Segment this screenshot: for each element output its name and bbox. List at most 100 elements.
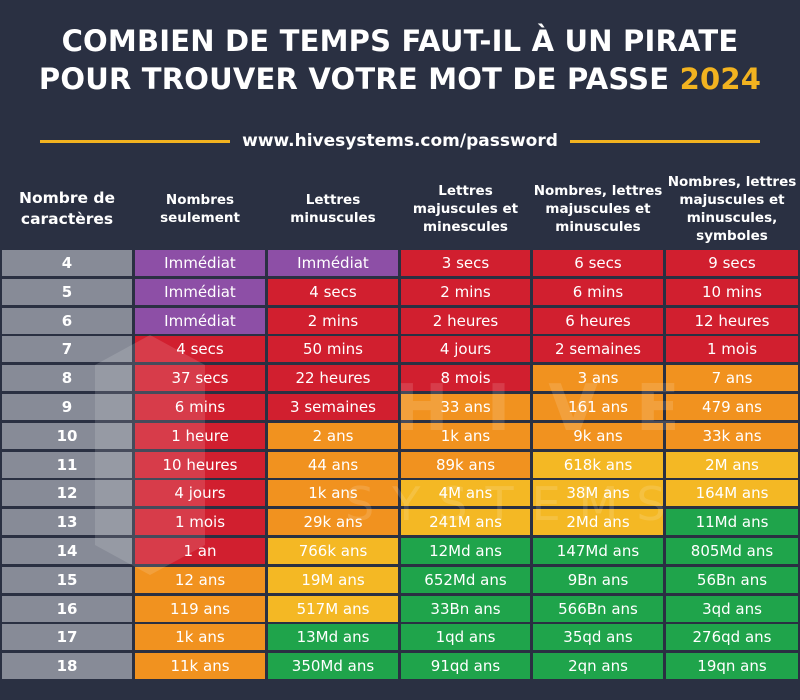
time-cell: 37 secs: [135, 365, 265, 392]
row-label: 5: [2, 278, 132, 305]
source-url: www.hivesystems.com/password: [242, 131, 558, 151]
column-header-5: Nombres, lettres majuscules et minuscules: [533, 170, 663, 248]
row-label: 17: [2, 624, 132, 651]
time-cell: 2 ans: [268, 422, 398, 449]
time-cell: 618k ans: [533, 451, 663, 478]
column-header-4: Lettres majuscules et minescules: [401, 170, 530, 248]
time-cell: 3 ans: [533, 365, 663, 392]
time-cell: 1k ans: [401, 422, 530, 449]
row-label: 7: [2, 336, 132, 363]
time-cell: 566Bn ans: [533, 595, 663, 622]
time-cell: 652Md ans: [401, 566, 530, 593]
time-cell: 33k ans: [666, 422, 798, 449]
column-header-line: minescules: [423, 219, 508, 235]
time-cell: 4 secs: [268, 278, 398, 305]
column-header-line: majuscules et: [679, 192, 785, 208]
column-header-text: Nombre de caractères: [19, 188, 115, 230]
time-cell: 33Bn ans: [401, 595, 530, 622]
row-label: 6: [2, 307, 132, 334]
title-line-2-text: POUR TROUVER VOTRE MOT DE PASSE: [38, 62, 670, 96]
time-cell: 19M ans: [268, 566, 398, 593]
column-header-6: Nombres, lettres majuscules et minuscules,…: [666, 170, 798, 248]
time-cell: Immédiat: [135, 250, 265, 276]
column-header-line: majuscules et: [545, 201, 651, 217]
divider-line-left: [40, 139, 231, 143]
time-cell: 2M ans: [666, 451, 798, 478]
column-header-line: Lettres: [438, 183, 493, 199]
column-header-1: Nombre de caractères: [2, 170, 132, 248]
column-header-line: minuscules: [290, 210, 376, 226]
time-cell: 12 ans: [135, 566, 265, 593]
time-cell: 1 mois: [666, 336, 798, 363]
time-cell: 479 ans: [666, 394, 798, 420]
divider-line-right: [569, 139, 761, 143]
time-cell: Immédiat: [268, 250, 398, 276]
row-label: 4: [2, 250, 132, 276]
row-label: 10: [2, 422, 132, 449]
column-header-line: Lettres: [305, 192, 361, 208]
time-cell: Immédiat: [135, 307, 265, 334]
time-cell: 7 ans: [666, 365, 798, 392]
time-cell: 12 heures: [666, 307, 798, 334]
column-header-line: symboles: [696, 228, 768, 244]
row-label: 9: [2, 394, 132, 420]
time-cell: 9k ans: [533, 422, 663, 449]
time-cell: 2Md ans: [533, 509, 663, 536]
time-cell: 13Md ans: [268, 624, 398, 651]
url-divider: www.hivesystems.com/password: [40, 128, 761, 154]
title-year: 2024: [679, 62, 762, 96]
column-header-text: Nombres, lettres majuscules et minuscules,…: [668, 173, 797, 245]
time-cell: 6 secs: [533, 250, 663, 276]
column-header-line: Nombre de: [18, 189, 116, 207]
time-cell: 241M ans: [401, 509, 530, 536]
time-cell: 1 an: [135, 538, 265, 564]
column-header-line: caractères: [20, 210, 114, 228]
time-cell: 276qd ans: [666, 624, 798, 651]
time-cell: 3 semaines: [268, 394, 398, 420]
title-line-2: POUR TROUVER VOTRE MOT DE PASSE 2024: [0, 60, 800, 98]
time-cell: 9 secs: [666, 250, 798, 276]
time-cell: 1 mois: [135, 509, 265, 536]
time-cell: 11k ans: [135, 653, 265, 680]
row-label: 8: [2, 365, 132, 392]
column-header-text: Lettres majuscules et minescules: [413, 182, 518, 236]
time-cell: 56Bn ans: [666, 566, 798, 593]
time-cell: 50 mins: [268, 336, 398, 363]
time-cell: 2 mins: [401, 278, 530, 305]
time-cell: 33 ans: [401, 394, 530, 420]
time-cell: 4 jours: [401, 336, 530, 363]
time-cell: 19qn ans: [666, 653, 798, 680]
row-label: 14: [2, 538, 132, 564]
column-header-line: Nombres: [165, 192, 235, 208]
time-cell: 6 mins: [533, 278, 663, 305]
time-cell: 29k ans: [268, 509, 398, 536]
column-header-3: Lettres minuscules: [268, 170, 398, 248]
column-header-line: minuscules: [555, 219, 641, 235]
column-header-line: minuscules,: [686, 210, 778, 226]
time-cell: 35qd ans: [533, 624, 663, 651]
time-cell: 147Md ans: [533, 538, 663, 564]
column-header-text: Lettres minuscules: [290, 191, 375, 227]
time-cell: 10 mins: [666, 278, 798, 305]
time-cell: 9Bn ans: [533, 566, 663, 593]
time-cell: 2qn ans: [533, 653, 663, 680]
time-cell: 4 secs: [135, 336, 265, 363]
time-cell: 91qd ans: [401, 653, 530, 680]
column-header-text: Nombres seulement: [160, 191, 240, 227]
time-cell: 3 secs: [401, 250, 530, 276]
column-header-line: seulement: [160, 210, 240, 226]
row-label: 16: [2, 595, 132, 622]
time-cell: 4M ans: [401, 480, 530, 507]
time-cell: 1k ans: [268, 480, 398, 507]
time-cell: 119 ans: [135, 595, 265, 622]
time-cell: 8 mois: [401, 365, 530, 392]
row-label: 12: [2, 480, 132, 507]
time-cell: 1qd ans: [401, 624, 530, 651]
row-label: 18: [2, 653, 132, 680]
time-cell: 766k ans: [268, 538, 398, 564]
time-cell: 1 heure: [135, 422, 265, 449]
row-label: 15: [2, 566, 132, 593]
time-cell: 11Md ans: [666, 509, 798, 536]
column-header-line: majuscules et: [412, 201, 519, 217]
time-cell: 12Md ans: [401, 538, 530, 564]
